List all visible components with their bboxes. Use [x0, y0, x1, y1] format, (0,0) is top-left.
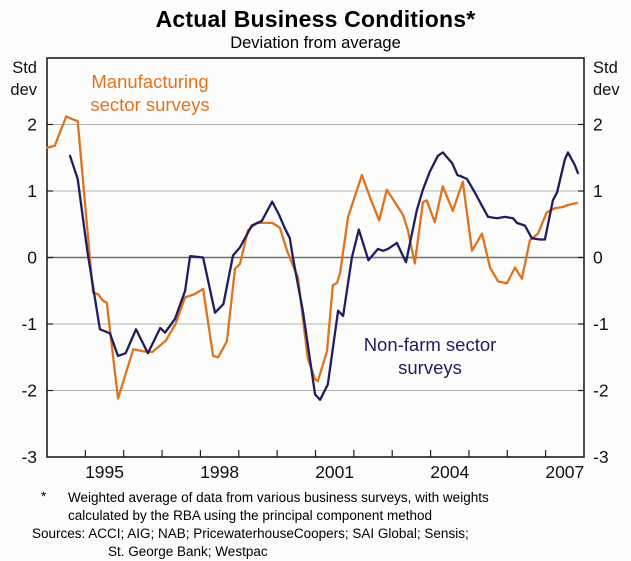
- x-tick-label: 2007: [545, 462, 584, 482]
- y-tick-label-left: -2: [21, 381, 37, 401]
- y-tick-label-right: -2: [593, 381, 609, 401]
- footnote-sources-line2: St. George Bank; Westpac: [108, 544, 268, 559]
- footnote-line2: calculated by the RBA using the principa…: [68, 508, 432, 523]
- y-axis-unit-left: dev: [10, 81, 37, 99]
- footnote-sources-line1: Sources: ACCI; AIG; NAB; Pricewaterhouse…: [32, 526, 469, 541]
- series-line-manufacturing: [45, 115, 579, 400]
- series-label-manufacturing-line1: Manufacturing: [91, 71, 209, 92]
- y-axis-unit-left: Std: [12, 59, 37, 77]
- chart-title: Actual Business Conditions*: [155, 6, 476, 32]
- x-tick-label: 1995: [85, 462, 124, 482]
- footnote-asterisk: *: [41, 489, 47, 504]
- x-tick-label: 1998: [200, 462, 239, 482]
- y-axis-unit-right: dev: [593, 81, 620, 99]
- y-tick-label-right: 1: [593, 181, 603, 201]
- y-tick-label-left: 1: [27, 181, 37, 201]
- footnote-line1: Weighted average of data from various bu…: [68, 490, 489, 505]
- y-tick-label-right: -1: [593, 314, 609, 334]
- series-label-nonfarm-line1: Non-farm sector: [363, 334, 497, 355]
- y-tick-label-left: -3: [21, 447, 37, 467]
- series-label-nonfarm-line2: surveys: [398, 357, 462, 378]
- series-label-manufacturing: Manufacturing sector surveys: [50, 70, 250, 116]
- series-label-manufacturing-line2: sector surveys: [90, 94, 210, 115]
- series-label-nonfarm: Non-farm sector surveys: [330, 333, 530, 379]
- y-axis-unit-right: Std: [593, 59, 618, 77]
- x-tick-label: 2001: [315, 462, 354, 482]
- y-tick-label-right: -3: [593, 447, 609, 467]
- y-tick-label-left: 2: [27, 115, 37, 135]
- series-line-non_farm: [68, 151, 580, 401]
- x-tick-label: 2004: [430, 462, 469, 482]
- chart-subtitle: Deviation from average: [230, 34, 401, 52]
- y-tick-label-left: -1: [21, 314, 37, 334]
- y-tick-label-right: 2: [593, 115, 603, 135]
- y-tick-label-right: 0: [593, 248, 603, 268]
- y-tick-label-left: 0: [27, 248, 37, 268]
